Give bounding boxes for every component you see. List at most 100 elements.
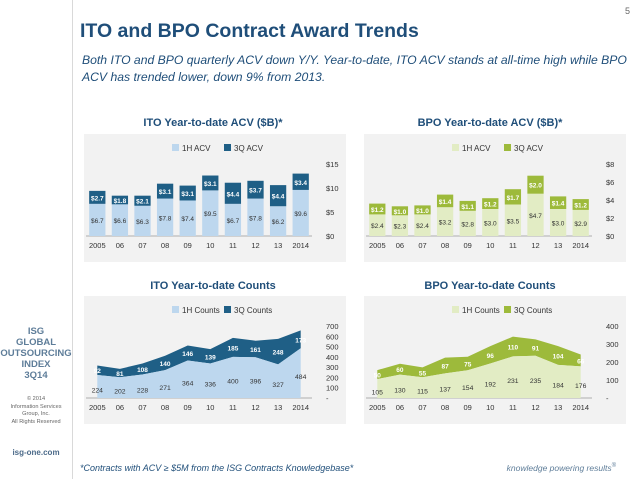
x-tick-label: 08	[161, 241, 169, 250]
data-label-3q: 146	[182, 351, 193, 358]
x-tick-label: 09	[184, 403, 192, 412]
x-tick-label: 10	[486, 403, 494, 412]
y-tick-label: 200	[606, 358, 619, 367]
bar-1h	[202, 190, 219, 236]
data-label-3q: $1.2	[484, 202, 497, 209]
data-label-3q: $3.4	[294, 180, 307, 187]
page-number: 5	[624, 6, 630, 16]
bar-1h	[89, 203, 106, 236]
legend-swatch-1	[224, 306, 231, 313]
legend-swatch-0	[452, 306, 459, 313]
data-label-1h: 176	[575, 383, 587, 390]
bar-1h	[504, 204, 522, 236]
data-label-1h: 396	[250, 379, 262, 386]
y-tick-label: -	[606, 394, 609, 403]
y-tick-label: $0	[326, 232, 334, 241]
data-label-1h: 224	[92, 387, 104, 394]
data-label-3q: 55	[419, 370, 427, 377]
y-tick-label: $5	[326, 208, 334, 217]
legend-swatch-0	[172, 144, 179, 151]
data-label-3q: 104	[553, 354, 564, 361]
legend-label-0: 1H ACV	[462, 144, 491, 153]
x-tick-label: 13	[274, 241, 282, 250]
data-label-1h: 400	[227, 378, 239, 385]
data-label-3q: 87	[441, 364, 449, 371]
data-label-3q: $1.4	[439, 199, 452, 206]
legend-swatch-1	[504, 306, 511, 313]
x-tick-label: 13	[554, 241, 562, 250]
data-label-3q: $1.8	[114, 198, 127, 205]
data-label-3q: $3.1	[159, 189, 172, 196]
data-label-3q: 139	[205, 354, 216, 361]
legend-swatch-1	[224, 144, 231, 151]
x-tick-label: 11	[509, 241, 517, 250]
tagline: knowledge powering results®	[506, 463, 616, 473]
x-tick-label: 13	[274, 403, 282, 412]
bar-1h	[179, 200, 196, 236]
data-label-1h: 130	[394, 387, 406, 394]
data-label-1h: 235	[530, 378, 542, 385]
chart-title-ito-counts: ITO Year-to-date Counts	[150, 280, 276, 292]
y-tick-label: 100	[326, 384, 339, 393]
data-label-1h: $2.9	[574, 221, 587, 228]
bar-3q	[459, 200, 476, 211]
bar-3q	[269, 185, 287, 207]
x-tick-label: 2005	[89, 241, 106, 250]
x-tick-label: 07	[138, 403, 146, 412]
x-tick-label: 2005	[89, 403, 106, 412]
chart-title-bpo-acv: BPO Year-to-date ACV ($B)*	[417, 117, 563, 129]
data-label-1h: 231	[507, 378, 519, 385]
x-tick-label: 09	[464, 241, 472, 250]
data-label-3q: $2.7	[91, 195, 104, 202]
bar-1h	[269, 206, 287, 236]
area-3q	[377, 336, 581, 380]
data-label-3q: 185	[227, 345, 238, 352]
bar-1h	[224, 203, 242, 236]
x-tick-label: 11	[229, 241, 237, 250]
data-label-1h: 137	[439, 387, 451, 394]
data-label-3q: 248	[273, 350, 284, 357]
legend-label-0: 1H Counts	[462, 306, 500, 315]
x-tick-label: 06	[396, 403, 404, 412]
data-label-3q: 50	[374, 373, 382, 380]
y-tick-label: $6	[606, 178, 614, 187]
legend-swatch-0	[172, 306, 179, 313]
data-label-3q: 92	[94, 368, 102, 375]
bar-3q	[89, 190, 106, 204]
x-tick-label: 2014	[572, 241, 589, 250]
area-1h	[377, 355, 581, 398]
bar-3q	[572, 199, 589, 210]
y-tick-label: $4	[606, 196, 614, 205]
plot-background	[364, 134, 626, 262]
data-label-1h: $3.2	[439, 220, 452, 227]
y-tick-label: 300	[326, 363, 339, 372]
data-label-3q: $3.7	[249, 188, 262, 195]
data-label-1h: $2.3	[394, 224, 407, 231]
website-link[interactable]: isg-one.com	[12, 448, 60, 457]
y-tick-label: $8	[606, 160, 614, 169]
x-tick-label: 10	[206, 403, 214, 412]
data-label-3q: 96	[487, 353, 495, 360]
data-label-1h: $9.5	[204, 211, 217, 218]
x-tick-label: 2005	[369, 403, 386, 412]
x-tick-label: 06	[116, 403, 124, 412]
legend-swatch-0	[452, 144, 459, 151]
y-tick-label: $15	[326, 160, 339, 169]
data-label-1h: 184	[552, 382, 564, 389]
data-label-1h: $7.8	[159, 215, 172, 222]
data-label-3q: $1.4	[552, 201, 565, 208]
data-label-3q: $4.4	[272, 194, 285, 201]
data-label-1h: 327	[272, 382, 284, 389]
x-tick-label: 10	[206, 241, 214, 250]
bar-3q	[247, 180, 264, 199]
data-label-3q: $1.2	[574, 203, 587, 210]
bar-1h	[156, 198, 174, 236]
x-tick-label: 2014	[572, 403, 589, 412]
x-tick-label: 10	[486, 241, 494, 250]
data-label-3q: 161	[250, 347, 261, 354]
y-tick-label: 600	[326, 332, 339, 341]
data-label-1h: $7.8	[249, 215, 262, 222]
data-label-1h: $6.7	[227, 218, 240, 225]
bar-3q	[391, 206, 409, 216]
data-label-1h: $7.4	[181, 216, 194, 223]
